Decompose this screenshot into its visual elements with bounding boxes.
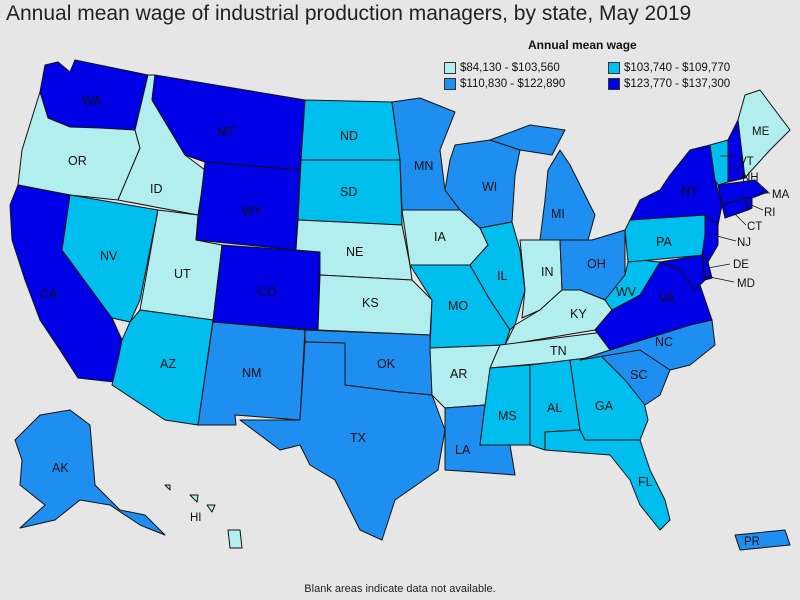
state-de[interactable] [701, 254, 713, 281]
state-label: ND [340, 129, 358, 143]
state-label: HI [190, 512, 202, 524]
state-label: PA [656, 235, 672, 249]
state-label: KY [570, 307, 587, 321]
legend-swatch [608, 78, 620, 90]
legend-item: $84,130 - $103,560 [444, 62, 608, 74]
state-label: GA [595, 399, 614, 413]
state-label: TN [550, 344, 567, 358]
state-label: WA [82, 94, 102, 108]
state-label: CO [258, 285, 277, 299]
state-label: WI [482, 180, 497, 194]
state-label: SD [340, 185, 357, 199]
legend-item-label: $110,830 - $122,890 [460, 78, 566, 90]
state-label: NV [100, 249, 118, 263]
state-mi[interactable] [539, 149, 596, 241]
state-label: MO [448, 299, 468, 313]
state-label: MT [217, 125, 235, 139]
state-label: NH [742, 172, 759, 184]
state-label: NM [242, 366, 261, 380]
state-label: NC [655, 335, 673, 349]
legend-item: $110,830 - $122,890 [444, 78, 608, 90]
state-label: PR [744, 536, 760, 548]
state-label: AZ [160, 357, 176, 371]
state-label: AK [52, 461, 69, 475]
leader-line [734, 213, 747, 226]
state-label: FL [638, 475, 653, 489]
state-vt[interactable] [709, 139, 729, 186]
state-me[interactable] [737, 89, 791, 179]
state-label: IN [541, 265, 554, 279]
state-ny[interactable] [629, 144, 723, 226]
legend-item-label: $103,740 - $109,770 [624, 62, 731, 74]
state-label: RI [764, 207, 776, 219]
state-label: MD [737, 278, 755, 290]
state-label: DE [733, 259, 749, 271]
state-label: ID [150, 182, 163, 196]
map-title: Annual mean wage of industrial productio… [6, 2, 692, 25]
state-pr[interactable] [734, 529, 791, 551]
state-label: TX [350, 431, 367, 445]
state-label: AR [450, 367, 467, 381]
legend-title: Annual mean wage [528, 38, 637, 52]
footnote: Blank areas indicate data not available. [304, 583, 496, 595]
state-label: MA [772, 189, 790, 201]
state-label: IA [434, 230, 446, 244]
state-label: MN [414, 159, 433, 173]
state-label: AL [547, 401, 562, 415]
state-label: NY [681, 184, 699, 198]
state-label: NE [346, 245, 363, 259]
state-label: ME [752, 126, 770, 138]
state-label: OH [587, 257, 606, 271]
leader-line [707, 263, 731, 269]
state-ak[interactable] [14, 409, 166, 536]
leader-line [748, 203, 764, 211]
state-mi-up[interactable] [489, 124, 566, 156]
state-md[interactable] [659, 254, 706, 291]
legend: $84,130 - $103,560 $103,740 - $109,770 $… [444, 62, 768, 90]
state-label: WY [242, 204, 263, 218]
state-label: LA [455, 443, 471, 457]
state-ma[interactable] [717, 179, 769, 206]
state-label: CT [747, 221, 762, 233]
legend-swatch [444, 78, 456, 90]
state-label: SC [630, 368, 647, 382]
legend-item: $123,770 - $137,300 [608, 78, 768, 90]
state-label: KS [362, 296, 379, 310]
state-label: NJ [737, 237, 751, 249]
state-tx[interactable] [239, 341, 446, 541]
state-label: MI [551, 207, 565, 221]
state-label: VA [659, 291, 675, 305]
state-label: CA [40, 287, 58, 301]
state-il[interactable] [469, 221, 526, 331]
state-label: WV [616, 285, 637, 299]
state-label: IL [497, 269, 507, 283]
state-label: UT [174, 267, 191, 281]
state-label: OK [377, 357, 396, 371]
state-label: OR [68, 154, 87, 168]
state-label: MS [498, 409, 517, 423]
state-label: VT [739, 156, 754, 168]
state-hi[interactable] [164, 484, 243, 549]
legend-item-label: $84,130 - $103,560 [460, 62, 560, 74]
legend-swatch [608, 62, 620, 74]
leader-line [712, 234, 737, 242]
leader-line [732, 164, 741, 175]
leader-line [699, 274, 735, 283]
legend-item-label: $123,770 - $137,300 [624, 78, 731, 90]
legend-item: $103,740 - $109,770 [608, 62, 768, 74]
legend-swatch [444, 62, 456, 74]
state-fl[interactable] [544, 429, 671, 531]
state-wv[interactable] [604, 259, 661, 311]
